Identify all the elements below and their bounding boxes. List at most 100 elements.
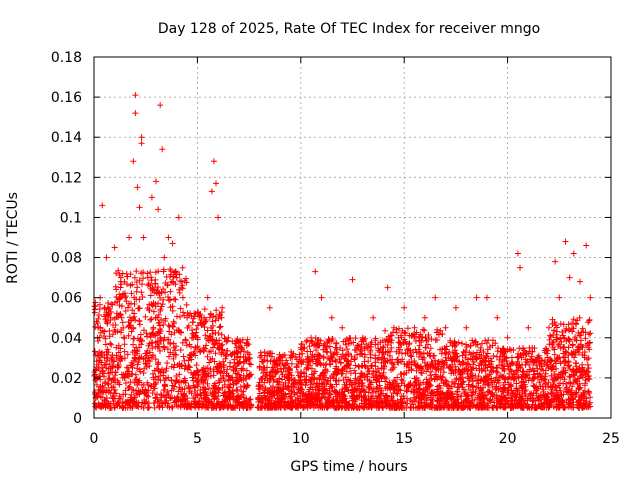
data-point (234, 336, 241, 343)
data-point (149, 345, 156, 352)
data-point (443, 380, 450, 387)
data-point (123, 298, 130, 305)
data-point (586, 390, 593, 397)
data-point-peak (328, 314, 335, 321)
data-point (168, 387, 175, 394)
data-point (459, 352, 466, 359)
data-point (240, 404, 247, 411)
data-point (345, 337, 352, 344)
data-point (531, 358, 538, 365)
data-point-peak (153, 178, 160, 185)
x-tick-label: 20 (499, 431, 517, 447)
data-point (224, 403, 231, 410)
data-point (423, 376, 430, 383)
data-point (366, 368, 373, 375)
data-point (168, 377, 175, 384)
data-point (150, 376, 157, 383)
data-point (223, 347, 230, 354)
data-point (147, 316, 154, 323)
data-point (419, 326, 426, 333)
data-point (174, 393, 181, 400)
data-point (549, 376, 556, 383)
data-point (504, 361, 511, 368)
data-point (271, 387, 278, 394)
data-point (416, 353, 423, 360)
data-point-peak (483, 294, 490, 301)
data-point (377, 339, 384, 346)
data-point (166, 353, 173, 360)
data-point (575, 346, 582, 353)
data-point (408, 359, 415, 366)
data-point (94, 393, 101, 400)
data-point (137, 331, 144, 338)
data-point (304, 337, 311, 344)
data-point (122, 307, 129, 314)
data-point (277, 365, 284, 372)
data-point (207, 311, 214, 318)
data-point (246, 372, 253, 379)
data-point (575, 386, 582, 393)
data-point (158, 316, 165, 323)
data-point (156, 347, 163, 354)
data-point (561, 344, 568, 351)
data-point (507, 347, 514, 354)
data-point (416, 404, 423, 411)
data-point (565, 396, 572, 403)
data-point (344, 384, 351, 391)
data-point (257, 354, 264, 361)
data-point-peak (126, 234, 133, 241)
data-point (397, 358, 404, 365)
data-point (224, 396, 231, 403)
data-point (216, 346, 223, 353)
data-point (118, 314, 125, 321)
data-point (475, 373, 482, 380)
data-point (435, 331, 442, 338)
data-point (338, 367, 345, 374)
data-point (102, 341, 109, 348)
data-point-peak (359, 334, 366, 341)
data-point (520, 404, 527, 411)
data-point (109, 357, 116, 364)
data-point (578, 393, 585, 400)
data-point (104, 380, 111, 387)
data-point (472, 341, 479, 348)
data-point (152, 280, 159, 287)
data-point (510, 370, 517, 377)
data-point (411, 375, 418, 382)
data-point (563, 385, 570, 392)
data-point (129, 364, 136, 371)
data-point (111, 386, 118, 393)
data-point (323, 380, 330, 387)
data-point (154, 361, 161, 368)
data-point (206, 314, 213, 321)
data-point (309, 338, 316, 345)
data-point (479, 340, 486, 347)
data-point (402, 338, 409, 345)
data-point (166, 394, 173, 401)
data-point (203, 342, 210, 349)
data-point-peak (576, 278, 583, 285)
data-point (580, 403, 587, 410)
data-point (315, 352, 322, 359)
data-point (357, 373, 364, 380)
data-point (155, 300, 162, 307)
data-point (106, 333, 113, 340)
data-point (215, 399, 222, 406)
data-point (152, 394, 159, 401)
data-point (247, 396, 254, 403)
data-point (577, 400, 584, 407)
data-point-peak (562, 238, 569, 245)
data-point (176, 371, 183, 378)
data-point (382, 327, 389, 334)
data-point (189, 374, 196, 381)
data-point (194, 401, 201, 408)
data-point (180, 309, 187, 316)
y-tick-label: 0.14 (51, 130, 82, 146)
data-point-peak (390, 324, 397, 331)
data-point (477, 347, 484, 354)
data-point-peak (339, 324, 346, 331)
data-point (316, 380, 323, 387)
data-point (291, 379, 298, 386)
data-point (205, 385, 212, 392)
data-point (110, 400, 117, 407)
